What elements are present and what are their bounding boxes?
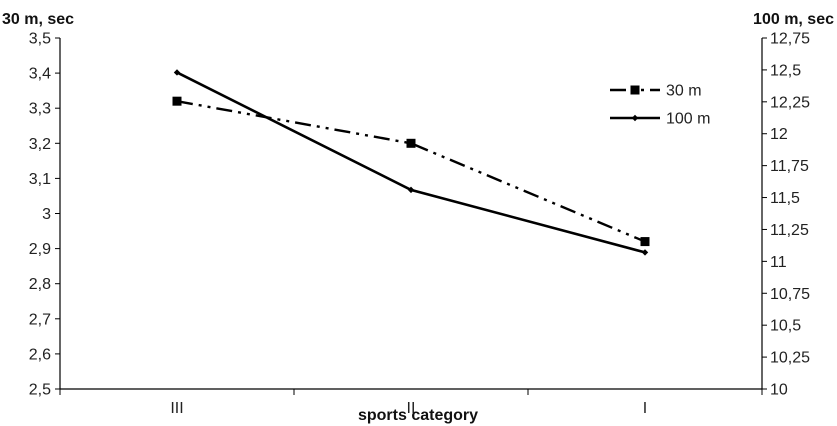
data-point (641, 249, 649, 256)
series-100-m (173, 69, 649, 256)
y-left-tick-label: 3 (42, 206, 51, 223)
data-point (172, 96, 182, 106)
x-tick-label: I (643, 400, 647, 417)
y-right-tick-label: 11,75 (770, 158, 809, 175)
data-point (173, 69, 181, 76)
legend: 30 m 100 m (610, 83, 710, 128)
y-right-ticks: 10 10,25 10,5 10,75 11 11,25 11,5 11,75 12 12,25 1… (762, 31, 810, 399)
y-right-tick-label: 11,5 (770, 190, 800, 207)
y-right-tick-label: 12,5 (770, 62, 801, 79)
data-point (407, 186, 415, 194)
y-left-tick-label: 2,9 (29, 241, 51, 258)
data-point (406, 138, 416, 148)
x-tick-label: II (407, 400, 416, 417)
y-left-ticks: 2,5 2,6 2,7 2,8 2,9 3 3,1 3,2 3,3 3,4 3,5 (29, 31, 60, 399)
series-line (176, 71, 646, 254)
y-right-tick-label: 10 (770, 382, 788, 399)
y-right-tick-label: 12 (770, 126, 788, 143)
y-left-tick-label: 3,1 (29, 171, 51, 188)
legend-item: 100 m (610, 111, 710, 128)
x-ticks: III II I (59, 389, 763, 417)
series-layer (172, 69, 650, 256)
legend-label: 30 m (666, 83, 702, 100)
y-left-tick-label: 2,7 (29, 311, 51, 328)
legend-label: 100 m (666, 111, 710, 128)
x-axis-title: sports category (358, 407, 478, 424)
y-left-tick-label: 2,8 (29, 276, 51, 293)
y-left-tick-label: 3,2 (29, 136, 51, 153)
series-30-m (172, 96, 650, 247)
series-line (176, 99, 646, 243)
data-point (640, 237, 650, 247)
y-left-tick-label: 3,3 (29, 101, 51, 118)
y-right-tick-label: 12,25 (770, 94, 810, 111)
legend-item: 30 m (610, 83, 702, 100)
legend-marker (630, 85, 640, 95)
y-left-axis-title: 30 m, sec (2, 11, 74, 28)
y-right-tick-label: 12,75 (770, 31, 810, 48)
y-right-tick-label: 10,75 (770, 286, 810, 303)
y-left-tick-label: 2,6 (29, 346, 51, 363)
y-right-tick-label: 10,5 (770, 318, 801, 335)
y-right-tick-label: 10,25 (770, 350, 810, 367)
y-right-tick-label: 11 (770, 254, 787, 271)
x-tick-label: III (170, 400, 183, 417)
y-left-tick-label: 3,5 (29, 31, 51, 48)
y-left-tick-label: 3,4 (29, 66, 51, 83)
y-right-axis-title: 100 m, sec (753, 11, 834, 28)
y-right-tick-label: 11,25 (770, 222, 809, 239)
y-left-tick-label: 2,5 (29, 382, 51, 399)
legend-marker (631, 114, 639, 122)
